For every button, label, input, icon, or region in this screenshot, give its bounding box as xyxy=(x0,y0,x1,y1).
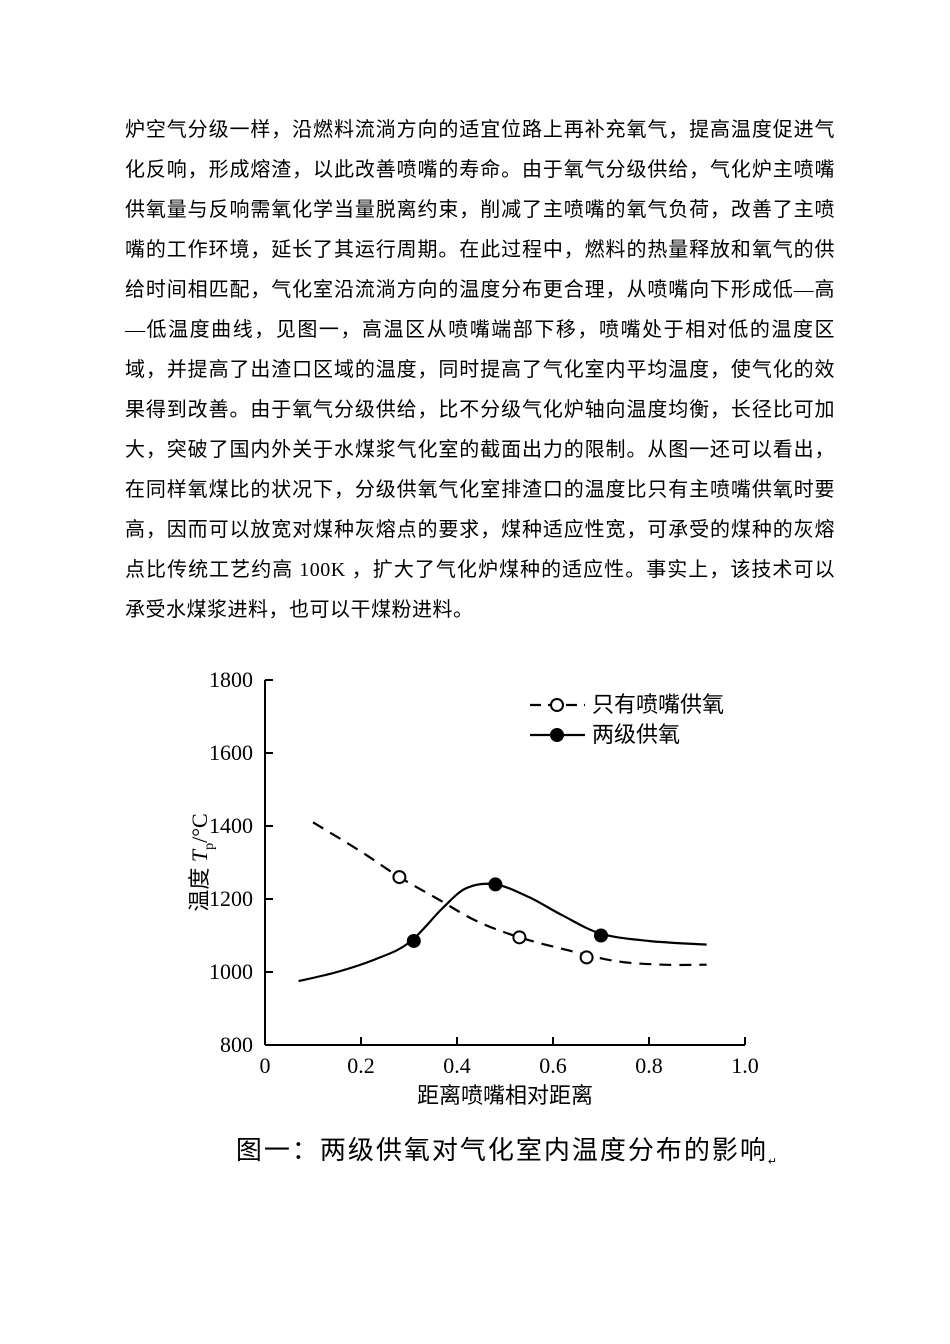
svg-text:1.0: 1.0 xyxy=(731,1053,759,1078)
figure-1: 800 1000 1200 1400 1600 1800 0 0.2 0.4 0.6 0.8 1.0 距… xyxy=(180,655,835,1168)
svg-text:1200: 1200 xyxy=(209,886,253,911)
svg-text:只有喷嘴供氧: 只有喷嘴供氧 xyxy=(592,692,724,717)
svg-text:1600: 1600 xyxy=(209,740,253,765)
svg-text:800: 800 xyxy=(220,1032,253,1057)
svg-text:0.4: 0.4 xyxy=(443,1053,471,1078)
temperature-distribution-chart: 800 1000 1200 1400 1600 1800 0 0.2 0.4 0.6 0.8 1.0 距… xyxy=(180,655,780,1125)
caption-text: 图一：两级供氧对气化室内温度分布的影响 xyxy=(236,1136,768,1165)
svg-text:1800: 1800 xyxy=(209,667,253,692)
svg-text:两级供氧: 两级供氧 xyxy=(592,722,680,747)
svg-text:0.8: 0.8 xyxy=(635,1053,663,1078)
svg-text:1400: 1400 xyxy=(209,813,253,838)
svg-text:1000: 1000 xyxy=(209,959,253,984)
figure-caption: 图一：两级供氧对气化室内温度分布的影响↵ xyxy=(180,1130,835,1168)
document-page: 炉空气分级一样，沿燃料流淌方向的适宜位路上再补充氧气，提高温度促进气化反响，形成… xyxy=(0,0,950,1228)
svg-text:0.6: 0.6 xyxy=(539,1053,567,1078)
svg-text:距离喷嘴相对距离: 距离喷嘴相对距离 xyxy=(417,1083,593,1108)
body-paragraph: 炉空气分级一样，沿燃料流淌方向的适宜位路上再补充氧气，提高温度促进气化反响，形成… xyxy=(125,110,835,630)
svg-text:0: 0 xyxy=(260,1053,271,1078)
svg-text:0.2: 0.2 xyxy=(347,1053,375,1078)
paragraph-mark-icon: ↵ xyxy=(768,1156,779,1168)
